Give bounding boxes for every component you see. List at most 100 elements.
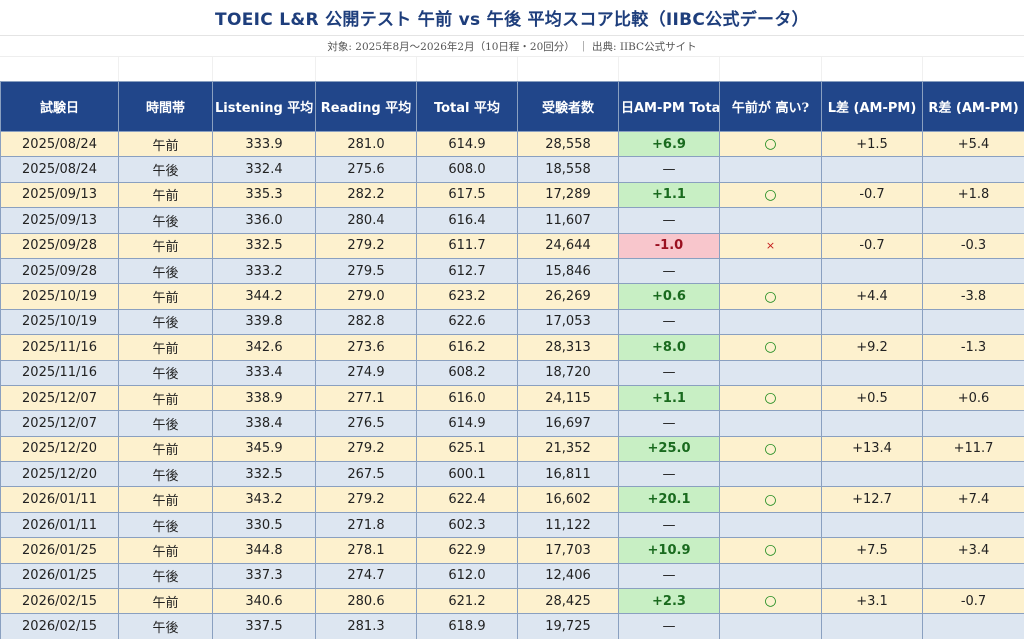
total-cell: 608.2 [416,359,518,386]
period-cell: 午後 [118,511,213,539]
table-row: 2026/02/15 午前 340.6 280.6 621.2 28,425 +2.3 ○ +3… [0,588,1024,615]
am-higher-cell [719,613,822,639]
date-cell: 2026/01/11 [0,511,119,539]
examinees-cell: 28,558 [517,130,619,158]
am-higher-cell: ○ [719,537,822,564]
period-cell: 午前 [118,384,213,412]
gridline [315,57,316,81]
gridline [922,57,923,81]
table-row: 2025/12/20 午後 332.5 267.5 600.1 16,811— [0,461,1024,488]
header-row: 試験日 時間帯 Listening 平均 Reading 平均 Total 平均… [0,81,1024,132]
listening-cell: 340.6 [212,588,316,615]
total-cell: 614.9 [416,410,518,437]
diff-total-cell: — [618,511,720,539]
examinees-cell: 17,053 [517,308,619,336]
spacer-row [0,56,1024,81]
period-cell: 午後 [118,207,213,234]
l-diff-cell: +13.4 [821,435,923,463]
period-cell: 午前 [118,537,213,564]
gridline [821,57,822,81]
r-diff-cell [922,359,1024,386]
col-header-am-higher[interactable]: 午前が 高い? [719,81,822,132]
subtitle-bar: 対象: 2025年8月〜2026年2月（10日程・20回分） ｜ 出典: IIB… [0,36,1024,56]
score-table: 試験日 時間帯 Listening 平均 Reading 平均 Total 平均… [0,81,1024,639]
reading-cell: 271.8 [315,511,417,539]
date-cell: 2025/08/24 [0,156,119,183]
examinees-cell: 21,352 [517,435,619,463]
examinees-cell: 17,703 [517,537,619,564]
col-header-l-diff[interactable]: L差 (AM-PM) [821,81,923,132]
diff-total-cell: +6.9 [618,130,720,158]
total-cell: 600.1 [416,461,518,488]
am-higher-cell: ○ [719,384,822,412]
total-cell: 608.0 [416,156,518,183]
period-cell: 午前 [118,435,213,463]
date-cell: 2025/11/16 [0,334,119,361]
listening-cell: 343.2 [212,486,316,513]
examinees-cell: 16,697 [517,410,619,437]
col-header-reading[interactable]: Reading 平均 [315,81,417,132]
r-diff-cell [922,613,1024,639]
col-header-period[interactable]: 時間帯 [118,81,213,132]
listening-cell: 337.3 [212,562,316,590]
period-cell: 午前 [118,588,213,615]
diff-total-cell: — [618,410,720,437]
diff-total-cell: +8.0 [618,334,720,361]
diff-total-cell: — [618,562,720,590]
period-cell: 午後 [118,562,213,590]
diff-total-cell: — [618,156,720,183]
diff-total-cell: — [618,461,720,488]
r-diff-cell [922,156,1024,183]
examinees-cell: 11,607 [517,207,619,234]
table-row: 2025/09/13 午前 335.3 282.2 617.5 17,289 +1.1 ○ -0… [0,181,1024,209]
table-body: 2025/08/24 午前 333.9 281.0 614.9 28,558 +6.9 ○ +1… [0,130,1024,639]
table-row: 2025/11/16 午後 333.4 274.9 608.2 18,720— [0,359,1024,386]
am-higher-cell: ○ [719,486,822,513]
title-bar: TOEIC L&R 公開テスト 午前 vs 午後 平均スコア比較（IIBC公式デ… [0,0,1024,36]
l-diff-cell: +0.5 [821,384,923,412]
examinees-cell: 26,269 [517,283,619,310]
am-higher-cell [719,156,822,183]
table-row: 2025/12/07 午前 338.9 277.1 616.0 24,115 +1.1 ○ +0… [0,384,1024,412]
l-diff-cell [821,257,923,285]
col-header-r-diff[interactable]: R差 (AM-PM) [922,81,1024,132]
l-diff-cell: -0.7 [821,232,923,259]
date-cell: 2025/10/19 [0,308,119,336]
col-header-diff-total[interactable]: 日AM-PM Tota [618,81,720,132]
listening-cell: 345.9 [212,435,316,463]
l-diff-cell: -0.7 [821,181,923,209]
period-cell: 午後 [118,461,213,488]
period-cell: 午後 [118,308,213,336]
total-cell: 621.2 [416,588,518,615]
listening-cell: 333.2 [212,257,316,285]
date-cell: 2026/01/25 [0,537,119,564]
examinees-cell: 18,558 [517,156,619,183]
l-diff-cell [821,156,923,183]
col-header-listening[interactable]: Listening 平均 [212,81,316,132]
total-cell: 622.4 [416,486,518,513]
r-diff-cell [922,308,1024,336]
examinees-cell: 28,425 [517,588,619,615]
period-cell: 午後 [118,156,213,183]
reading-cell: 274.7 [315,562,417,590]
diff-total-cell: — [618,359,720,386]
r-diff-cell: -3.8 [922,283,1024,310]
listening-cell: 332.5 [212,232,316,259]
r-diff-cell: +5.4 [922,130,1024,158]
am-higher-cell: × [719,232,822,259]
col-header-total[interactable]: Total 平均 [416,81,518,132]
table-row: 2026/01/11 午前 343.2 279.2 622.4 16,602 +20.1 ○ +… [0,486,1024,513]
col-header-examinees[interactable]: 受験者数 [517,81,619,132]
r-diff-cell: -0.7 [922,588,1024,615]
reading-cell: 281.3 [315,613,417,639]
r-diff-cell: +11.7 [922,435,1024,463]
diff-total-cell: +2.3 [618,588,720,615]
l-diff-cell: +1.5 [821,130,923,158]
gridline [719,57,720,81]
l-diff-cell: +9.2 [821,334,923,361]
date-cell: 2025/12/07 [0,410,119,437]
date-cell: 2026/02/15 [0,613,119,639]
date-cell: 2025/12/07 [0,384,119,412]
col-header-date[interactable]: 試験日 [0,81,119,132]
total-cell: 625.1 [416,435,518,463]
